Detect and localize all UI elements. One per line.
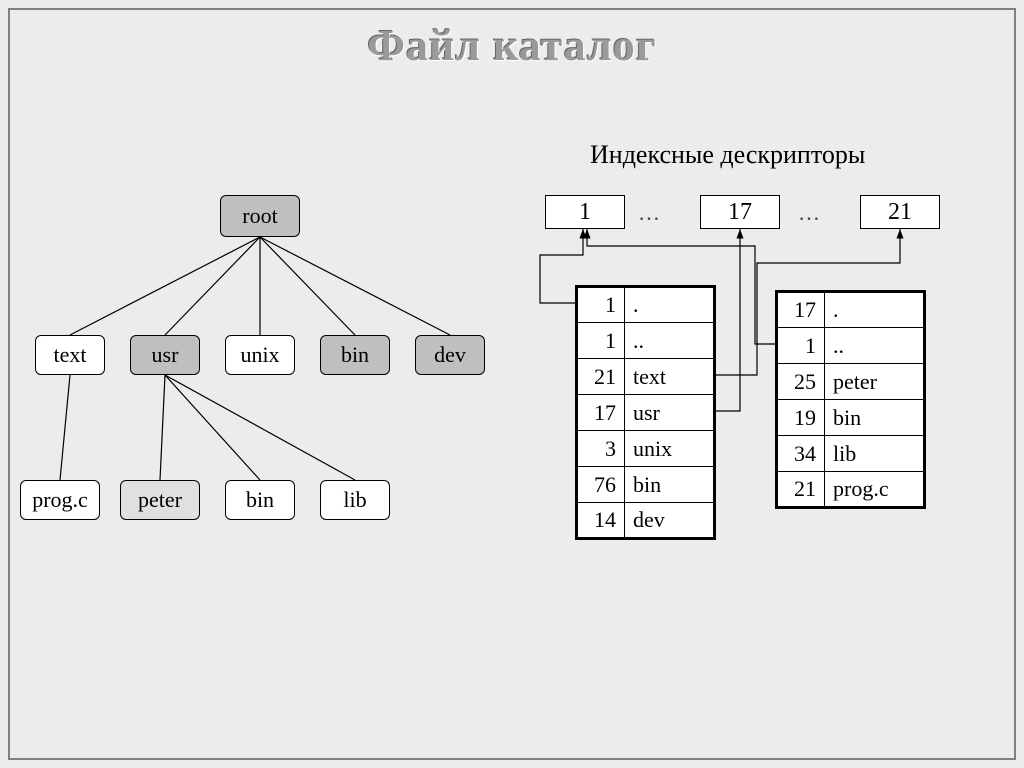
inode-num: 3 (577, 431, 625, 467)
table-row: 21text (577, 359, 715, 395)
entry-name: lib (825, 436, 925, 472)
inode-table-2: 17.1..25peter19bin34lib21prog.c (775, 290, 926, 509)
inode-table-1: 1.1..21text17usr3unix76bin14dev (575, 285, 716, 540)
table-row: 17. (777, 292, 925, 328)
inode-num: 1 (777, 328, 825, 364)
inode-num: 14 (577, 503, 625, 539)
entry-name: bin (825, 400, 925, 436)
inode-num: 17 (777, 292, 825, 328)
tree-node-root: root (220, 195, 300, 237)
inode-num: 19 (777, 400, 825, 436)
tree-node-dev: dev (415, 335, 485, 375)
tree-node-lib: lib (320, 480, 390, 520)
inode-num: 25 (777, 364, 825, 400)
entry-name: bin (625, 467, 715, 503)
entry-name: text (625, 359, 715, 395)
table-row: 1. (577, 287, 715, 323)
tree-node-peter: peter (120, 480, 200, 520)
table-row: 1.. (577, 323, 715, 359)
ellipsis-0: … (638, 200, 660, 226)
entry-name: . (625, 287, 715, 323)
tree-node-progc: prog.c (20, 480, 100, 520)
descriptor-box-1: 17 (700, 195, 780, 229)
descriptor-box-2: 21 (860, 195, 940, 229)
entry-name: usr (625, 395, 715, 431)
tree-node-unix: unix (225, 335, 295, 375)
table-row: 76bin (577, 467, 715, 503)
tree-node-bin: bin (320, 335, 390, 375)
inode-num: 1 (577, 287, 625, 323)
entry-name: .. (825, 328, 925, 364)
subtitle: Индексные дескрипторы (590, 140, 865, 170)
entry-name: dev (625, 503, 715, 539)
tree-node-text: text (35, 335, 105, 375)
ellipsis-1: … (798, 200, 820, 226)
table-row: 21prog.c (777, 472, 925, 508)
entry-name: .. (625, 323, 715, 359)
table-row: 34lib (777, 436, 925, 472)
inode-num: 34 (777, 436, 825, 472)
inode-num: 17 (577, 395, 625, 431)
entry-name: . (825, 292, 925, 328)
entry-name: prog.c (825, 472, 925, 508)
entry-name: unix (625, 431, 715, 467)
table-row: 17usr (577, 395, 715, 431)
inode-num: 76 (577, 467, 625, 503)
tree-node-usr: usr (130, 335, 200, 375)
descriptor-box-0: 1 (545, 195, 625, 229)
table-row: 25peter (777, 364, 925, 400)
inode-num: 1 (577, 323, 625, 359)
entry-name: peter (825, 364, 925, 400)
inode-num: 21 (777, 472, 825, 508)
tree-node-bin2: bin (225, 480, 295, 520)
table-row: 3unix (577, 431, 715, 467)
table-row: 14dev (577, 503, 715, 539)
inode-num: 21 (577, 359, 625, 395)
table-row: 19bin (777, 400, 925, 436)
table-row: 1.. (777, 328, 925, 364)
